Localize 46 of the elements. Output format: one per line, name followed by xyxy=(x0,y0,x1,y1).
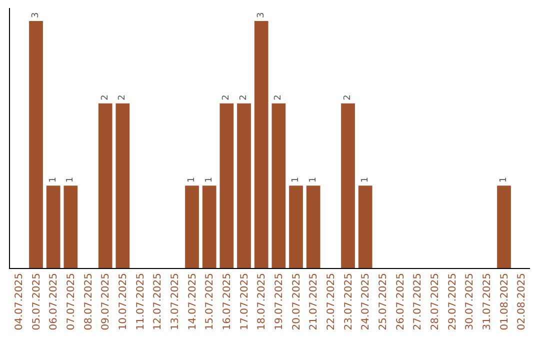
x-tick-label: 21.07.2025 xyxy=(308,273,320,330)
x-tick-label: 12.07.2025 xyxy=(152,273,164,330)
x-tick-label: 09.07.2025 xyxy=(100,273,112,330)
x-tick-label: 02.08.2025 xyxy=(516,273,528,330)
x-tick-label: 20.07.2025 xyxy=(291,273,302,330)
x-tick-label: 05.07.2025 xyxy=(31,273,42,330)
data-label: 3 xyxy=(31,12,41,18)
data-label: 1 xyxy=(499,176,509,183)
data-label: 2 xyxy=(343,94,353,100)
data-label: 1 xyxy=(308,176,318,183)
x-tick-label: 25.07.2025 xyxy=(378,273,389,330)
data-label: 2 xyxy=(239,94,249,100)
x-tick-label: 07.07.2025 xyxy=(66,273,77,330)
x-tick-label: 08.07.2025 xyxy=(83,273,94,330)
x-tick-label: 29.07.2025 xyxy=(447,273,458,330)
x-tick-label: 22.07.2025 xyxy=(326,273,337,330)
x-tick-label: 17.07.2025 xyxy=(239,273,250,330)
x-tick-label: 31.07.2025 xyxy=(482,273,493,330)
x-tick-label: 06.07.2025 xyxy=(48,273,60,330)
data-label: 1 xyxy=(291,176,301,183)
x-tick-label: 30.07.2025 xyxy=(464,273,476,330)
x-tick-label: 10.07.2025 xyxy=(118,273,129,330)
x-tick-label: 13.07.2025 xyxy=(170,273,181,330)
data-label: 1 xyxy=(187,176,197,183)
data-label: 1 xyxy=(66,176,76,183)
x-tick-label: 23.07.2025 xyxy=(343,273,354,330)
x-tick-label: 16.07.2025 xyxy=(222,273,233,330)
data-label: 1 xyxy=(360,176,370,183)
x-tick-label: 18.07.2025 xyxy=(256,273,268,330)
x-tick-label: 19.07.2025 xyxy=(274,273,285,330)
x-tick-label: 04.07.2025 xyxy=(14,273,25,330)
x-tick-label: 01.08.2025 xyxy=(499,273,510,330)
data-label: 2 xyxy=(222,94,232,100)
data-label: 2 xyxy=(274,94,284,100)
x-tick-label: 27.07.2025 xyxy=(412,273,424,330)
data-label: 2 xyxy=(118,94,128,100)
x-tick-label: 24.07.2025 xyxy=(360,273,372,330)
x-tick-label: 28.07.2025 xyxy=(430,273,441,330)
data-label: 3 xyxy=(256,12,266,18)
x-tick-label: 26.07.2025 xyxy=(395,273,406,330)
x-tick-label: 15.07.2025 xyxy=(204,273,216,330)
data-label: 2 xyxy=(100,94,110,100)
x-tick-label: 11.07.2025 xyxy=(135,273,146,330)
data-label: 1 xyxy=(204,176,214,183)
data-label: 1 xyxy=(48,176,58,183)
x-tick-label: 14.07.2025 xyxy=(187,273,198,330)
